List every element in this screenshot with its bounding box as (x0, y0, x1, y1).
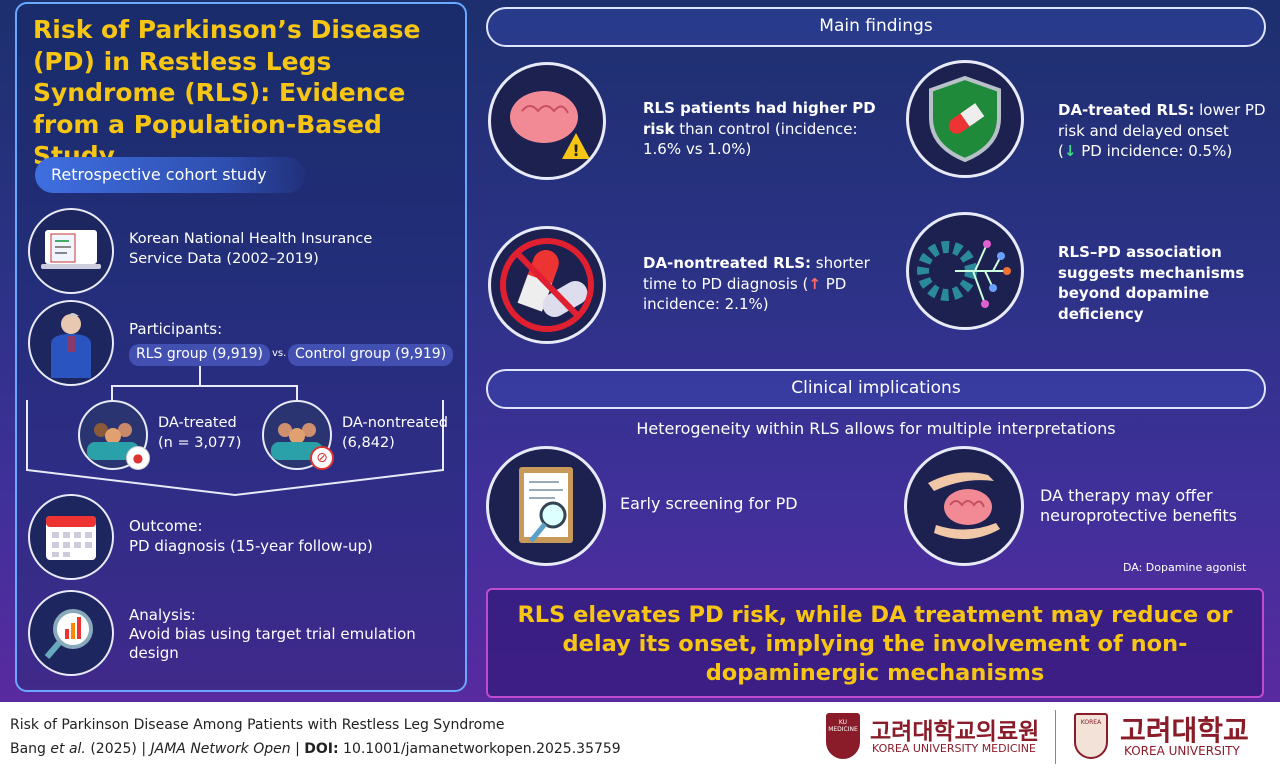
citation-details: Bang et al. (2025) | JAMA Network Open |… (10, 741, 621, 757)
clinical-subtitle: Heterogeneity within RLS allows for mult… (636, 419, 1116, 438)
shield-pill-icon (906, 60, 1024, 178)
da-treated-group-icon (78, 400, 148, 470)
logo2-korean: 고려대학교 (1120, 714, 1249, 747)
control-group-chip: Control group (9,919) (288, 344, 454, 366)
tree-connector (296, 385, 298, 401)
tree-connector (199, 366, 201, 386)
footer: Risk of Parkinson Disease Among Patients… (0, 702, 1280, 768)
pill-icon: ● (126, 446, 150, 470)
main-findings-header: Main findings (486, 7, 1266, 47)
calendar-icon (28, 494, 114, 580)
logo-divider (1055, 710, 1056, 764)
da-nontreated-text: DA-nontreated (6,842) (342, 415, 448, 451)
da-treated-text: DA-treated (n = 3,077) (158, 415, 242, 451)
clinical-implications-header: Clinical implications (486, 369, 1266, 409)
citation-title: Risk of Parkinson Disease Among Patients… (10, 717, 505, 733)
logo1-korean: 고려대학교의료원 (870, 719, 1040, 745)
outcome-text: Outcome: PD diagnosis (15-year follow-up) (129, 517, 373, 555)
up-arrow-icon: ↑ (808, 274, 821, 293)
participants-label: Participants: (129, 320, 223, 338)
down-arrow-icon: ↓ (1063, 142, 1077, 160)
tree-connector (111, 385, 113, 401)
hands-brain-icon (904, 446, 1024, 566)
ku-medicine-logo: KU MEDICINE (826, 713, 860, 759)
rls-group-chip: RLS group (9,919) (129, 344, 270, 366)
da-therapy-text: DA therapy may offer neuroprotective bene… (1040, 486, 1238, 525)
data-document-icon (28, 208, 114, 294)
finding-rls-higher-risk: RLS patients had higher PD risk than cont… (643, 99, 876, 158)
page-title: Risk of Parkinson’s Disease (PD) in Rest… (33, 15, 421, 170)
no-pill-icon: ⊘ (310, 446, 334, 470)
data-source-text: Korean National Health Insurance Service … (129, 231, 373, 267)
finding-da-nontreated: DA-nontreated RLS: shorter time to PD dia… (643, 254, 870, 313)
patient-icon (28, 300, 114, 386)
svg-text:!: ! (572, 141, 579, 160)
finding-da-treated: DA-treated RLS: lower PD risk and delayed… (1058, 101, 1266, 160)
analysis-magnifier-icon (28, 590, 114, 676)
korea-university-logo: KOREA (1074, 713, 1108, 759)
study-type-pill: Retrospective cohort study (35, 157, 305, 193)
gear-circuit-icon (906, 212, 1024, 330)
logo2-english: KOREA UNIVERSITY (1124, 744, 1240, 758)
clipboard-screening-icon (486, 446, 606, 566)
tree-connector (111, 385, 297, 387)
logo1-english: KOREA UNIVERSITY MEDICINE (872, 742, 1036, 755)
vs-label: vs. (272, 348, 287, 359)
conclusion-box: RLS elevates PD risk, while DA treatment… (486, 588, 1264, 698)
brain-warning-icon: ! (488, 62, 606, 180)
no-pill-large-icon (488, 226, 606, 344)
analysis-text: Analysis: Avoid bias using target trial e… (129, 606, 416, 662)
finding-mechanisms: RLS–PD association suggests mechanisms bey… (1058, 243, 1245, 323)
doi-link[interactable]: 10.1001/jamanetworkopen.2025.35759 (338, 741, 621, 757)
bracket-arrow (26, 400, 444, 497)
abbreviation-footnote: DA: Dopamine agonist (1123, 561, 1247, 574)
early-screening-text: Early screening for PD (620, 494, 798, 513)
